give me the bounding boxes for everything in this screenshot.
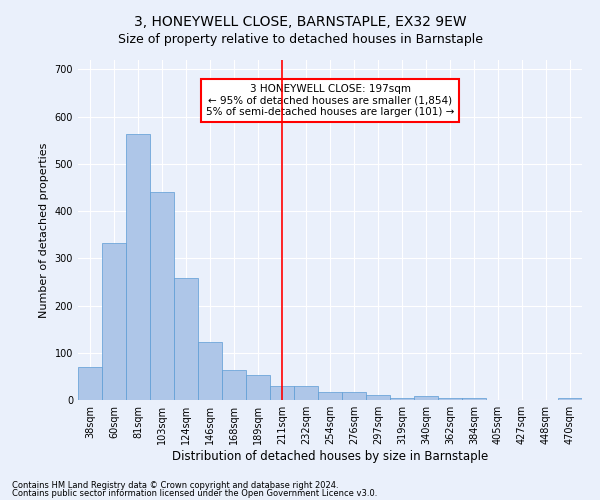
Bar [438,398,462,400]
X-axis label: Distribution of detached houses by size in Barnstaple: Distribution of detached houses by size … [172,450,488,463]
Text: Size of property relative to detached houses in Barnstaple: Size of property relative to detached ho… [118,32,482,46]
Text: 3, HONEYWELL CLOSE, BARNSTAPLE, EX32 9EW: 3, HONEYWELL CLOSE, BARNSTAPLE, EX32 9EW [134,15,466,29]
Bar [198,342,222,400]
Bar [174,278,198,400]
Bar [270,386,294,400]
Bar [318,392,342,400]
Bar [342,392,366,400]
Bar [294,386,318,400]
Text: Contains public sector information licensed under the Open Government Licence v3: Contains public sector information licen… [12,489,377,498]
Bar [414,396,438,400]
Bar [390,398,414,400]
Bar [558,398,582,400]
Bar [126,134,150,400]
Bar [246,375,270,400]
Bar [102,243,126,400]
Bar [222,370,246,400]
Bar [150,192,174,400]
Y-axis label: Number of detached properties: Number of detached properties [39,142,49,318]
Text: 3 HONEYWELL CLOSE: 197sqm
← 95% of detached houses are smaller (1,854)
5% of sem: 3 HONEYWELL CLOSE: 197sqm ← 95% of detac… [206,84,454,117]
Text: Contains HM Land Registry data © Crown copyright and database right 2024.: Contains HM Land Registry data © Crown c… [12,480,338,490]
Bar [462,398,486,400]
Bar [366,395,390,400]
Bar [78,367,102,400]
